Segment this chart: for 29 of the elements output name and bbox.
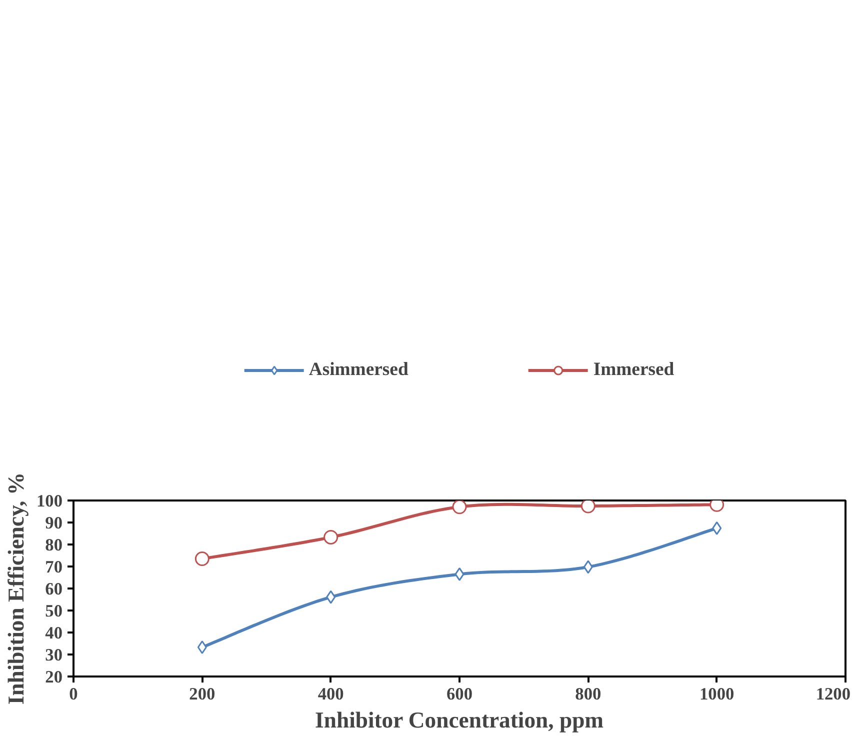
point: [452, 500, 467, 514]
point: [454, 567, 464, 581]
y-tick-label: 40: [45, 624, 62, 642]
point: [194, 552, 210, 566]
y-axis-title: Inhibition Efficiency, %: [4, 472, 29, 705]
point: [583, 560, 593, 574]
y-tick-label: 90: [45, 514, 62, 532]
x-axis-title: Inhibitor Concentration, ppm: [315, 708, 604, 732]
y-tick-label: 50: [45, 602, 62, 620]
point: [326, 590, 336, 604]
y-tick-label: 80: [45, 536, 62, 554]
legend-label: Immersed: [593, 358, 674, 380]
x-tick-label: 200: [189, 684, 216, 704]
y-tick-label: 70: [45, 558, 62, 576]
x-tick-label: 800: [575, 684, 602, 704]
y-tick-label: 60: [45, 580, 62, 598]
point: [324, 530, 338, 544]
y-tick-label: 30: [45, 646, 62, 664]
x-tick-label: 1000: [700, 684, 734, 704]
point: [712, 521, 722, 535]
y-tick-label: 20: [45, 668, 62, 686]
point: [197, 640, 207, 654]
x-tick-label: 400: [318, 684, 344, 704]
x-tick-label: 0: [69, 684, 78, 704]
x-tick-label: 1200: [816, 684, 850, 704]
x-tick-label: 600: [446, 684, 473, 704]
y-tick-label: 100: [36, 492, 63, 510]
point: [580, 500, 596, 514]
legend-label: Asimmersed: [308, 358, 408, 380]
